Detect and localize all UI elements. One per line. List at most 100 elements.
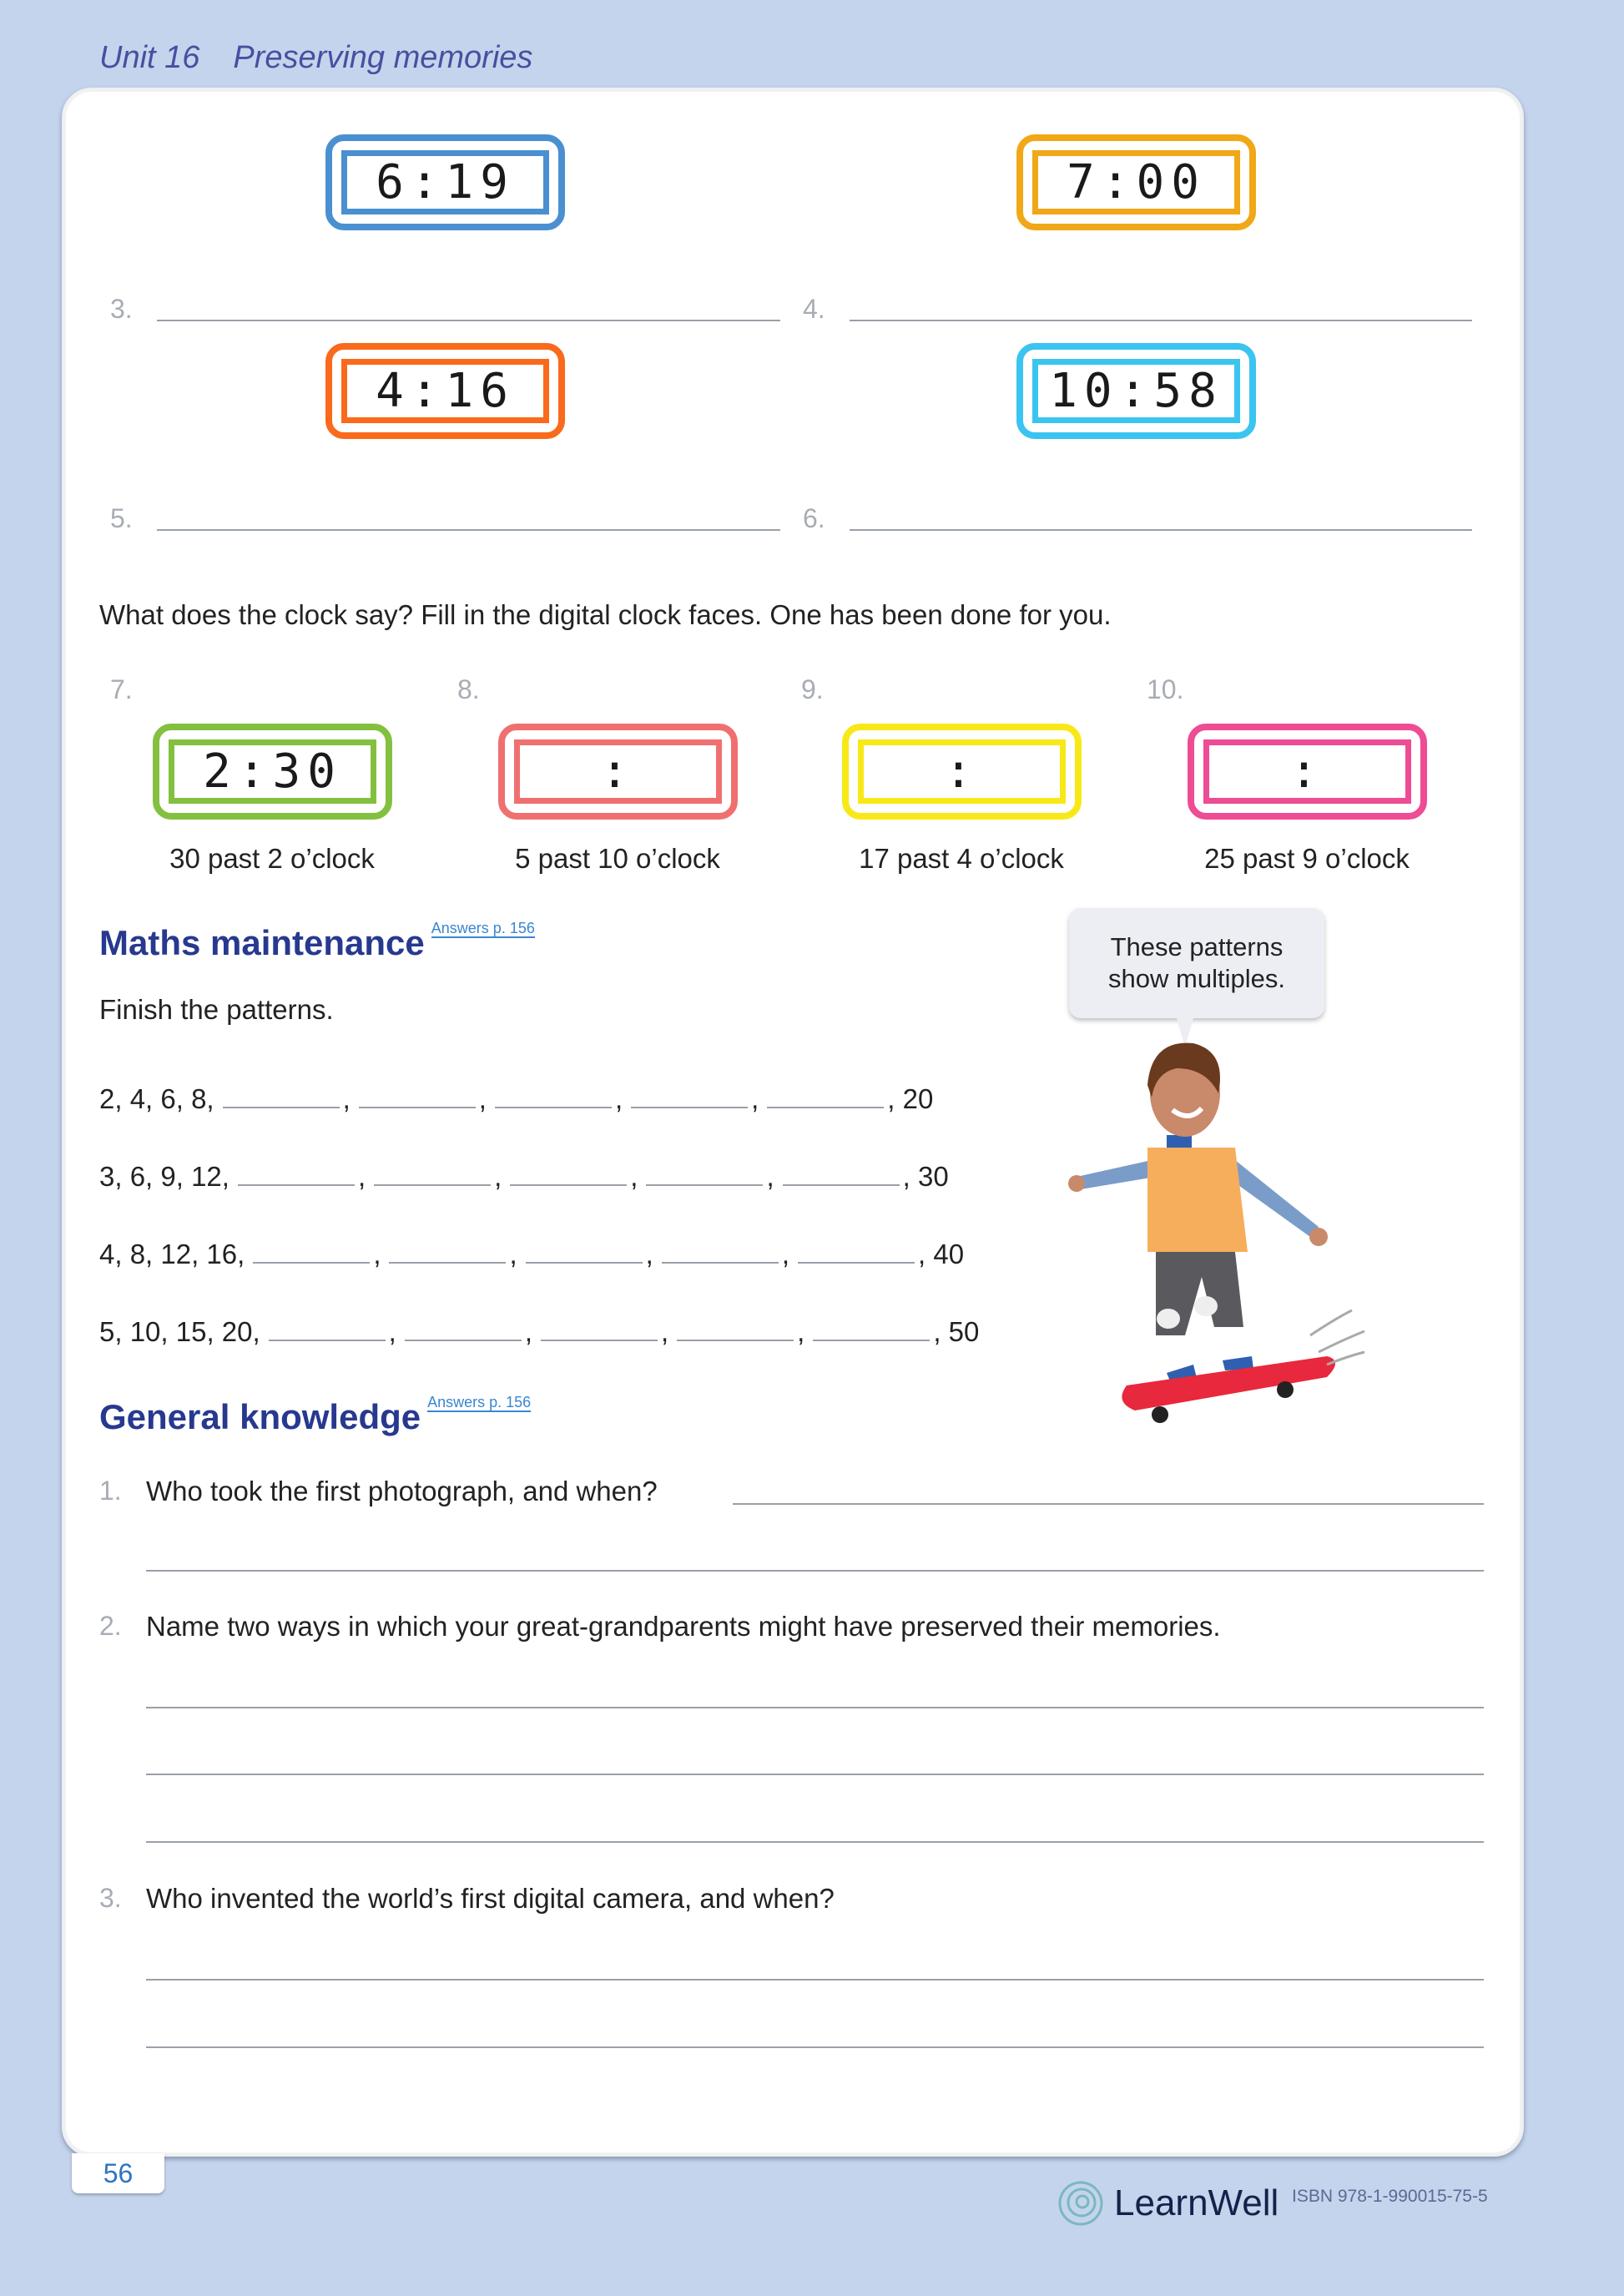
blank[interactable]	[222, 1106, 340, 1108]
motion-lines	[1309, 1309, 1365, 1366]
pattern-start: 2, 4, 6, 8,	[99, 1083, 214, 1114]
question-text: Who invented the world’s first digital c…	[146, 1883, 835, 1914]
blank[interactable]	[404, 1339, 522, 1341]
blank[interactable]	[767, 1106, 885, 1108]
question-number: 8.	[457, 674, 480, 704]
blank[interactable]	[358, 1106, 476, 1108]
clock-caption: 25 past 9 o’clock	[1204, 843, 1410, 874]
question-number: 2.	[99, 1611, 122, 1641]
clock-10-58: 10:58	[1016, 343, 1256, 439]
pattern-end: , 30	[902, 1161, 949, 1192]
blank[interactable]	[237, 1183, 355, 1186]
blank[interactable]	[798, 1261, 915, 1264]
blank[interactable]	[525, 1261, 643, 1264]
answer-line[interactable]	[733, 1503, 1484, 1505]
question-number: 1.	[99, 1476, 122, 1506]
answer-line-6[interactable]	[850, 529, 1472, 531]
question-text: Name two ways in which your great-grandp…	[146, 1611, 1221, 1642]
clock-caption: 30 past 2 o’clock	[169, 843, 375, 874]
answer-line[interactable]	[146, 2046, 1484, 2048]
blank[interactable]	[389, 1261, 507, 1264]
answer-line-3[interactable]	[157, 320, 780, 321]
question-number: 4.	[803, 294, 825, 324]
question-number: 10.	[1147, 674, 1184, 704]
pattern-end: , 20	[887, 1083, 934, 1114]
unit-title: Unit 16 Preserving memories	[99, 40, 566, 76]
clock-input[interactable]: :	[1203, 739, 1411, 804]
question-number: 3.	[99, 1883, 122, 1913]
answers-link[interactable]: Answers p. 156	[431, 920, 535, 938]
blank[interactable]	[541, 1339, 658, 1341]
blank[interactable]	[374, 1183, 492, 1186]
answer-line[interactable]	[146, 1841, 1484, 1843]
blank[interactable]	[631, 1106, 749, 1108]
blank[interactable]	[677, 1339, 794, 1341]
blank[interactable]	[661, 1261, 779, 1264]
pattern-end: , 50	[933, 1316, 980, 1347]
clock-fill-8[interactable]: :	[498, 724, 738, 820]
isbn: ISBN 978-1-990015-75-5	[1292, 2187, 1488, 2206]
skateboard	[1122, 1356, 1335, 1410]
clock-display: 10:58	[1032, 359, 1240, 423]
brand-name: LearnWell	[1114, 2182, 1279, 2223]
blank[interactable]	[646, 1183, 764, 1186]
question-number: 5.	[110, 503, 133, 533]
question-number: 3.	[110, 294, 133, 324]
unit-number: Unit 16	[99, 40, 200, 75]
clock-caption: 17 past 4 o’clock	[859, 843, 1064, 874]
clock-example: 2:30	[153, 724, 392, 820]
bubble-tail	[1177, 1018, 1193, 1047]
blank[interactable]	[253, 1261, 371, 1264]
pattern-row: 3, 6, 9, 12,,,,,, 30	[99, 1161, 949, 1192]
clock-4-16: 4:16	[325, 343, 565, 439]
pattern-start: 5, 10, 15, 20,	[99, 1316, 260, 1347]
clock-input[interactable]: :	[514, 739, 722, 804]
answer-line[interactable]	[146, 1774, 1484, 1775]
swirl-icon	[1058, 2181, 1103, 2226]
skateboarder-illustration	[1068, 1018, 1365, 1423]
answer-line[interactable]	[146, 1707, 1484, 1708]
heading-text: Maths maintenance	[99, 923, 425, 962]
blank[interactable]	[782, 1183, 900, 1186]
boy-figure	[1068, 1042, 1328, 1387]
question-text: Who took the first photograph, and when?	[146, 1476, 658, 1506]
worksheet-card	[62, 88, 1524, 2157]
answer-line-5[interactable]	[157, 529, 780, 531]
clock-display: 6:19	[341, 150, 549, 214]
clock-fill-9[interactable]: :	[842, 724, 1082, 820]
question-number: 6.	[803, 503, 825, 533]
question-number: 9.	[801, 674, 824, 704]
maths-heading: Maths maintenance Answers p. 156	[99, 920, 535, 963]
clock-display: 2:30	[169, 739, 376, 804]
blank[interactable]	[494, 1106, 612, 1108]
answer-line-4[interactable]	[850, 320, 1472, 321]
answer-line[interactable]	[146, 1979, 1484, 1981]
bubble-text: These patterns show multiples.	[1108, 932, 1285, 993]
clock-instruction: What does the clock say? Fill in the dig…	[99, 599, 1112, 630]
learnwell-logo: LearnWell	[1057, 2180, 1279, 2227]
clock-7-00: 7:00	[1016, 134, 1256, 230]
unit-name: Preserving memories	[233, 40, 533, 75]
clock-caption: 5 past 10 o’clock	[515, 843, 720, 874]
clock-display: 7:00	[1032, 150, 1240, 214]
pattern-start: 4, 8, 12, 16,	[99, 1239, 245, 1269]
pattern-end: , 40	[918, 1239, 965, 1269]
general-heading: General knowledge Answers p. 156	[99, 1394, 532, 1437]
pattern-start: 3, 6, 9, 12,	[99, 1161, 229, 1192]
answer-line[interactable]	[146, 1570, 1484, 1572]
question-number: 7.	[110, 674, 133, 704]
heading-text: General knowledge	[99, 1397, 421, 1436]
clock-display: 4:16	[341, 359, 549, 423]
answers-link[interactable]: Answers p. 156	[427, 1394, 532, 1412]
blank[interactable]	[510, 1183, 628, 1186]
blank[interactable]	[268, 1339, 386, 1341]
clock-fill-10[interactable]: :	[1188, 724, 1427, 820]
clock-6-19: 6:19	[325, 134, 565, 230]
pattern-row: 4, 8, 12, 16,,,,,, 40	[99, 1239, 965, 1269]
blank[interactable]	[813, 1339, 931, 1341]
clock-input[interactable]: :	[858, 739, 1066, 804]
pattern-row: 5, 10, 15, 20,,,,,, 50	[99, 1316, 980, 1347]
speech-bubble: These patterns show multiples.	[1069, 908, 1324, 1018]
patterns-instruction: Finish the patterns.	[99, 994, 334, 1025]
page-number: 56	[72, 2153, 164, 2193]
